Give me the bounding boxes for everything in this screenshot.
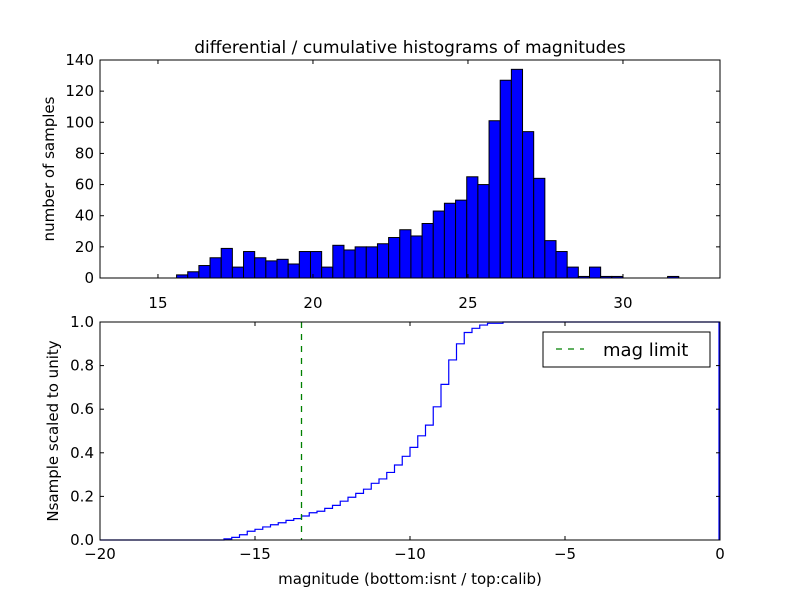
chart-title: differential / cumulative histograms of … <box>194 38 626 58</box>
histogram-bar <box>566 266 579 279</box>
histogram-bar <box>555 251 568 279</box>
plot-frame <box>99 59 721 279</box>
x-tick-label: 0 <box>715 545 725 563</box>
y-tick-label: 0 <box>84 269 94 287</box>
histogram-bar <box>309 251 323 279</box>
histogram-bar <box>209 257 222 279</box>
y-tick-label: 60 <box>75 176 94 194</box>
histogram-bar <box>522 131 535 279</box>
histogram-bar <box>198 265 211 279</box>
histogram-bar <box>343 249 356 279</box>
x-tick-label: −5 <box>554 545 576 563</box>
y-tick-label: 1.0 <box>70 313 94 331</box>
top-ylabel: number of samples <box>40 96 58 241</box>
histogram-bar <box>376 243 390 279</box>
y-tick-label: 40 <box>75 207 94 225</box>
y-tick-label: 0.2 <box>70 487 94 505</box>
histogram-bar <box>443 202 457 279</box>
histogram-bar <box>187 271 200 279</box>
histogram-bar <box>477 184 490 279</box>
cumulative-axes: −20 −15 −10 −5 0 0.0 0.2 0.4 0.6 0.8 1.0 <box>70 313 725 563</box>
y-tick-label: 120 <box>65 82 94 100</box>
histogram-bar <box>588 266 602 279</box>
x-tick-label: −20 <box>84 545 116 563</box>
x-tick-label: −10 <box>394 545 426 563</box>
y-tick-label: 0.8 <box>70 357 94 375</box>
histogram-bar <box>231 266 245 279</box>
x-tick-label: 25 <box>458 294 477 312</box>
histogram-bar <box>410 235 423 279</box>
x-tick-label: 20 <box>303 294 322 312</box>
x-tick-label: 15 <box>148 294 167 312</box>
x-tick-label: −15 <box>239 545 271 563</box>
histogram-bar <box>298 251 311 279</box>
histogram-bar <box>332 244 345 279</box>
y-tick-label: 0.4 <box>70 444 94 462</box>
histogram-bar <box>432 210 445 279</box>
y-tick-label: 80 <box>75 144 94 162</box>
y-tick-label: 100 <box>65 113 94 131</box>
histogram-bar <box>455 199 468 279</box>
histogram-bar <box>488 120 501 279</box>
histogram-bar <box>544 240 557 279</box>
y-tick-label: 0.6 <box>70 400 94 418</box>
legend-label: mag limit <box>603 340 688 361</box>
histogram-bar <box>466 176 479 279</box>
y-tick-label: 0.0 <box>70 531 94 549</box>
histogram-bar <box>510 68 524 279</box>
bottom-ylabel: Nsample scaled to unity <box>44 340 62 521</box>
histogram-bar <box>220 247 233 279</box>
histogram-bar <box>533 177 546 279</box>
histogram-bar <box>421 223 434 279</box>
legend: mag limit <box>542 331 711 368</box>
histogram-bar <box>365 246 378 279</box>
y-tick-label: 140 <box>65 51 94 69</box>
histogram-bar <box>254 257 267 279</box>
histogram-bar <box>321 266 334 279</box>
histogram-bar <box>399 229 412 279</box>
histogram-bar <box>287 263 300 279</box>
histogram-axes: 15 20 25 30 0 20 40 60 80 100 120 140 <box>65 51 721 312</box>
cumulative-line <box>100 321 720 541</box>
bottom-xlabel: magnitude (bottom:isnt / top:calib) <box>278 570 542 588</box>
histogram-bar <box>243 251 256 279</box>
x-tick-label: 30 <box>613 294 632 312</box>
histogram-bar <box>276 258 289 279</box>
y-tick-label: 20 <box>75 238 94 256</box>
histogram-bar <box>388 237 401 279</box>
histogram-bar <box>354 246 367 279</box>
histogram-bar <box>265 260 278 279</box>
histogram-bar <box>499 79 512 279</box>
